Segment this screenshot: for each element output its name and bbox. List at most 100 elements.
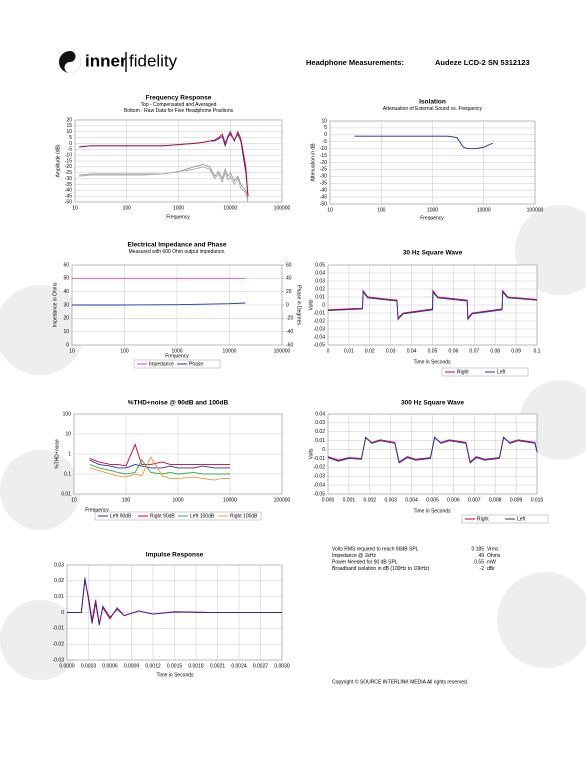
y-tick-label: 50 — [63, 276, 69, 282]
x-tick-label: 1000 — [427, 207, 438, 213]
y-tick-label: 100 — [63, 411, 72, 417]
y-tick-label: 0 — [324, 132, 327, 138]
y-tick-label: -0.02 — [314, 465, 326, 471]
series-line — [72, 302, 246, 306]
y-tick-label: 0.1 — [64, 471, 71, 477]
y-tick-label: 0.01 — [315, 438, 325, 444]
legend-label: Left — [517, 516, 526, 522]
chart-title: 30 Hz Square Wave — [403, 250, 463, 257]
y-tick-label: 20 — [63, 316, 69, 322]
series-line — [89, 459, 230, 475]
x-tick-label: 100 — [120, 348, 129, 354]
x-tick-label: 0.003 — [384, 497, 397, 503]
y-tick-label: -5 — [323, 139, 328, 145]
series-line — [79, 130, 249, 197]
x-tick-label: 0.002 — [364, 497, 377, 503]
header-model: Audeze LCD-2 SN 5312123 — [435, 58, 530, 67]
x-tick-label: 10000 — [223, 497, 237, 503]
logo: inner fidelity — [59, 51, 178, 73]
y-tick-label: 0.03 — [54, 562, 64, 568]
y-tick-label: -40 — [320, 187, 327, 193]
summary-unit: Ohms — [487, 553, 501, 559]
y-tick-label: -50 — [320, 201, 327, 207]
series-line — [89, 456, 230, 481]
x-tick-label: 0.001 — [343, 497, 356, 503]
y-tick-label: 20 — [66, 117, 72, 123]
summary-value: 49 — [478, 553, 484, 559]
chart: %THD+noise @ 90dB and 100dB 100 10 1 0.1 0.01… — [54, 400, 291, 521]
y-tick-label: -10 — [65, 152, 72, 158]
x-tick-label: 0.06 — [449, 348, 459, 354]
x-tick-label: 10 — [71, 497, 77, 503]
series-line — [89, 459, 230, 469]
y2-tick-label: 0 — [286, 302, 289, 308]
chart-subtitle: Top - Compensated and Averaged — [141, 102, 217, 108]
chart: Impulse Response 0.03 0.02 0.01 0 -0.01 -0.02 -… — [53, 552, 290, 679]
y-tick-label: 0 — [322, 302, 325, 308]
legend-label: Right — [457, 369, 469, 375]
y-tick-label: -30 — [65, 176, 72, 182]
x-axis-label: Time in Seconds — [413, 508, 451, 514]
copyright: Copyright © SOURCE INTERLINK MEDIA All r… — [332, 678, 468, 685]
y-tick-label: 5 — [324, 125, 327, 131]
y-tick-label: -0.04 — [314, 482, 326, 488]
y2-tick-label: 60 — [286, 262, 292, 268]
series-line — [67, 577, 282, 626]
brand-right: fidelity — [129, 51, 178, 70]
x-tick-label: 0.08 — [490, 348, 500, 354]
y-tick-label: -15 — [65, 158, 72, 164]
y-tick-label: 0.03 — [315, 278, 325, 284]
y-tick-label: -15 — [320, 153, 327, 159]
x-tick-label: 0.006 — [447, 497, 460, 503]
summary-label: Impedance @ 1kHz — [332, 553, 376, 559]
x-tick-label: 10 — [69, 348, 75, 354]
x-axis-label: Frequency — [420, 215, 444, 221]
series-line — [354, 135, 493, 150]
y-tick-label: -25 — [65, 170, 72, 176]
y-tick-label: -20 — [65, 164, 72, 170]
x-tick-label: 1000 — [171, 348, 182, 354]
summary-label: Broadband isolation in dB (100Hz to 10kH… — [332, 566, 430, 572]
chart-title: Isolation — [419, 99, 446, 106]
x-tick-label: 1000 — [172, 497, 183, 503]
y-tick-label: 0.01 — [54, 594, 64, 600]
legend-label: Left 100dB — [190, 513, 215, 519]
y-tick-label: 60 — [63, 262, 69, 268]
y-tick-label: -5 — [68, 147, 73, 153]
y2-tick-label: -40 — [286, 329, 293, 335]
y-tick-label: -45 — [65, 193, 72, 199]
x-tick-label: 100000 — [527, 207, 544, 213]
y-axis-label: %THD+noise — [54, 439, 60, 469]
chart-title: Electrical Impedance and Phase — [128, 242, 227, 249]
x-tick-label: 0.0006 — [102, 663, 118, 669]
x-tick-label: 0.004 — [405, 497, 418, 503]
x-tick-label: 100 — [377, 207, 386, 213]
header-label: Headphone Measurements: — [306, 58, 404, 67]
y-tick-label: 0 — [69, 141, 72, 147]
summary-label: Volts RMS required to reach 90dB SPL — [332, 546, 419, 552]
x-tick-label: 0.005 — [426, 497, 439, 503]
chart: 300 Hz Square Wave0.040.030.020.010-0.01… — [308, 400, 549, 524]
x-tick-label: 100000 — [274, 497, 291, 503]
chart-title: Impulse Response — [146, 552, 204, 559]
y-tick-label: 10 — [66, 129, 72, 135]
y2-tick-label: -20 — [286, 316, 293, 322]
y-tick-label: 0.05 — [315, 262, 325, 268]
x-tick-label: 100 — [122, 497, 131, 503]
legend-label: Left — [497, 369, 506, 375]
legend-label: Left 90dB — [110, 513, 132, 519]
x-tick-label: 0.0000 — [59, 663, 75, 669]
y2-tick-label: 20 — [286, 289, 292, 295]
y-tick-label: 10 — [321, 118, 327, 124]
x-tick-label: 100000 — [274, 205, 291, 211]
x-tick-label: 0.03 — [386, 348, 396, 354]
series-line — [79, 164, 249, 200]
y-tick-label: -0.01 — [314, 310, 326, 316]
summary-label: Power Needed for 90 dB SPL — [332, 559, 398, 565]
x-tick-label: 0.0012 — [145, 663, 161, 669]
y-tick-label: 0.02 — [315, 286, 325, 292]
summary-value: 0.55 — [474, 559, 484, 565]
y-tick-label: 0.02 — [54, 578, 64, 584]
y-tick-label: -20 — [320, 160, 327, 166]
